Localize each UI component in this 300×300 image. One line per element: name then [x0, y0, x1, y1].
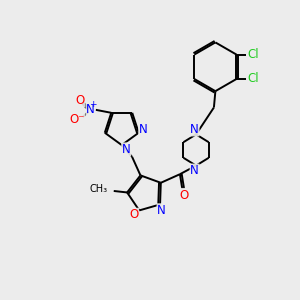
- Text: Cl: Cl: [247, 48, 259, 61]
- Text: N: N: [190, 164, 199, 177]
- Text: O: O: [179, 188, 188, 202]
- Text: Cl: Cl: [247, 73, 259, 85]
- Text: O: O: [75, 94, 85, 107]
- Text: O: O: [129, 208, 139, 221]
- Text: N: N: [139, 123, 148, 136]
- Text: N: N: [122, 143, 130, 156]
- Text: N: N: [190, 123, 199, 136]
- Text: +: +: [89, 100, 97, 109]
- Text: O⁻: O⁻: [69, 113, 85, 126]
- Text: CH₃: CH₃: [89, 184, 107, 194]
- Text: N: N: [86, 103, 95, 116]
- Text: N: N: [157, 204, 166, 217]
